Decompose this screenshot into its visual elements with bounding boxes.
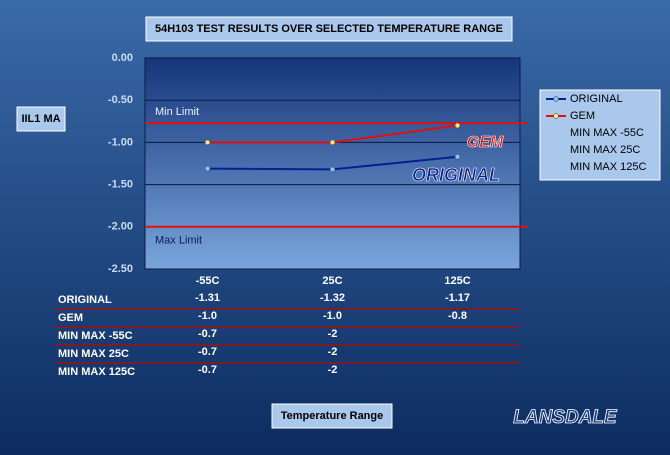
- table-row-label: ORIGINAL: [58, 294, 112, 306]
- x-tick-label: 25C: [322, 275, 342, 287]
- brand-logo: LANSDALE: [513, 407, 618, 428]
- annotation: GEM: [467, 134, 504, 151]
- y-tick-label: -1.00: [108, 136, 133, 148]
- point: [454, 122, 461, 129]
- x-tick-label: -55C: [196, 275, 220, 287]
- x-tick-label: 125C: [444, 275, 470, 287]
- y-tick-label: -2.00: [108, 221, 133, 233]
- table-row-label: GEM: [58, 312, 83, 324]
- table-cell: -1.0: [198, 310, 217, 322]
- table-cell: -0.7: [198, 346, 217, 358]
- y-label-box: [16, 106, 66, 132]
- table-cell: -0.8: [448, 310, 467, 322]
- annotation: ORIGINAL: [412, 165, 500, 185]
- limit-label: Max Limit: [155, 235, 202, 247]
- y-axis-label: IIL1 MA: [21, 113, 60, 125]
- plot-area: [144, 57, 521, 270]
- y-tick-label: -0.50: [108, 94, 133, 106]
- table-row-label: MIN MAX 25C: [58, 348, 129, 360]
- x-axis-label: Temperature Range: [281, 410, 384, 422]
- table-cell: -2: [328, 346, 338, 358]
- title-box: [145, 16, 513, 42]
- table-cell: -1.31: [195, 292, 220, 304]
- y-tick-label: -2.50: [108, 263, 133, 275]
- table-cell: -1.32: [320, 292, 345, 304]
- point: [454, 153, 461, 160]
- chart-title: 54H103 TEST RESULTS OVER SELECTED TEMPER…: [155, 23, 503, 35]
- legend-marker: [553, 113, 559, 119]
- table-cell: -0.7: [198, 364, 217, 376]
- table-cell: -1.0: [323, 310, 342, 322]
- table-cell: -2: [328, 328, 338, 340]
- legend-box: [539, 89, 661, 181]
- legend-label: MIN MAX 25C: [570, 144, 640, 156]
- point: [329, 139, 336, 146]
- legend-marker: [553, 96, 559, 102]
- point: [204, 139, 211, 146]
- y-tick-label: -1.50: [108, 179, 133, 191]
- table-cell: -0.7: [198, 328, 217, 340]
- legend-label: GEM: [570, 110, 595, 122]
- y-tick-label: 0.00: [112, 52, 133, 64]
- legend-label: MIN MAX 125C: [570, 161, 646, 173]
- x-label-box: [271, 403, 393, 429]
- legend-label: ORIGINAL: [570, 93, 623, 105]
- table-row-label: MIN MAX -55C: [58, 330, 133, 342]
- limit-label: Min Limit: [155, 106, 199, 118]
- table-cell: -2: [328, 364, 338, 376]
- table-cell: -1.17: [445, 292, 470, 304]
- point: [329, 166, 336, 173]
- point: [204, 165, 211, 172]
- table-row-label: MIN MAX 125C: [58, 366, 135, 378]
- legend-label: MIN MAX -55C: [570, 127, 644, 139]
